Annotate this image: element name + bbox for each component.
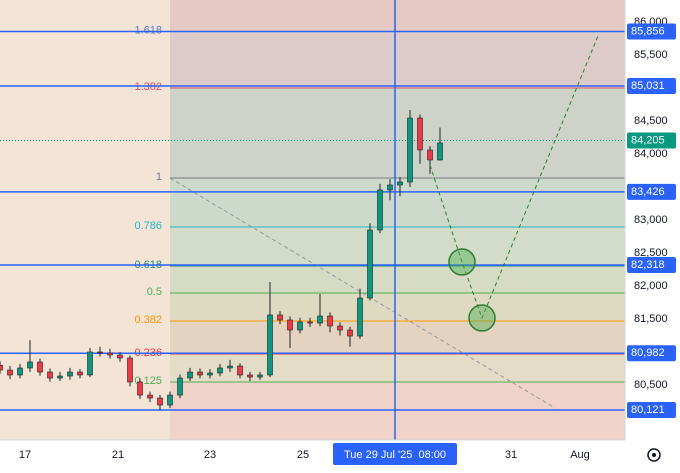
price-tag: [627, 345, 676, 362]
y-tick-label: 82,500: [634, 247, 668, 259]
trend-line: [169, 177, 556, 409]
candle-body: [367, 229, 373, 299]
crosshair-tag-label: Tue 29 Jul '25 08:00: [344, 449, 446, 461]
y-tick-label: 85,500: [634, 49, 668, 61]
candle-body: [427, 149, 433, 161]
candle-body: [407, 117, 413, 183]
candle-body: [307, 321, 313, 324]
x-tick-label: 23: [204, 449, 216, 461]
price-tag: [627, 402, 676, 419]
candle-body: [257, 374, 263, 378]
candle-body: [347, 329, 353, 337]
candle-body: [57, 375, 63, 379]
candle-body: [237, 365, 243, 376]
projection-path: [429, 35, 599, 320]
candle-body: [317, 315, 323, 324]
fib-band: [170, 31, 625, 88]
price-tag-label: 80,121: [631, 404, 665, 416]
candle-body: [377, 189, 383, 231]
candle-body: [187, 371, 193, 379]
y-tick-label: 80,500: [634, 379, 668, 391]
y-tick-label: 82,000: [634, 280, 668, 292]
fib-band: [170, 266, 625, 294]
fib-band: [170, 293, 625, 321]
y-tick-label: 81,500: [634, 313, 668, 325]
x-tick-label: 21: [112, 449, 124, 461]
price-tag: [627, 77, 676, 94]
candle-body: [417, 117, 423, 151]
x-tick-label: 25: [297, 449, 309, 461]
fib-band: [170, 226, 625, 267]
fib-band: [170, 87, 625, 179]
fib-level-label: 1.382: [134, 81, 162, 93]
y-axis-bg: [625, 0, 680, 468]
fib-level-label: 1.618: [134, 24, 162, 36]
price-tag-label: 80,982: [631, 347, 665, 359]
candle-body: [0, 364, 3, 371]
x-tick-label: 17: [19, 449, 31, 461]
candle-body: [227, 365, 233, 369]
y-tick-label: 84,500: [634, 115, 668, 127]
candle-body: [107, 352, 113, 356]
candle-body: [397, 181, 403, 186]
projection-target: [468, 304, 496, 332]
candle-body: [77, 371, 83, 376]
price-tag-label: 85,031: [631, 80, 665, 92]
fib-band: [170, 381, 625, 440]
fib-level-label: 0.5: [147, 286, 162, 298]
candle-body: [267, 314, 273, 376]
x-tick-label: 31: [505, 449, 517, 461]
settings-icon: [647, 448, 661, 462]
candle-body: [17, 367, 23, 376]
price-tag: [627, 132, 676, 149]
price-tag: [627, 257, 676, 274]
fib-band: [170, 353, 625, 382]
fib-band: [170, 0, 625, 32]
fib-level-label: 0.382: [134, 314, 162, 326]
candle-body: [207, 372, 213, 376]
candle-body: [67, 371, 73, 377]
candle-body: [7, 369, 13, 376]
candle-body: [337, 325, 343, 331]
candle-body: [117, 354, 123, 359]
settings-icon-center: [652, 453, 656, 457]
candle-body: [137, 381, 143, 396]
candle-body: [297, 321, 303, 331]
fib-band: [170, 178, 625, 227]
candle-body: [47, 371, 53, 379]
candle-body: [177, 377, 183, 396]
candle-body: [217, 367, 223, 374]
candle-body: [87, 351, 93, 376]
candle-body: [357, 297, 363, 337]
candle-body: [327, 315, 333, 327]
candle-body: [167, 394, 173, 406]
candle-body: [127, 357, 133, 383]
candle-body: [197, 371, 203, 376]
candle-body: [157, 397, 163, 406]
candle-body: [97, 351, 103, 354]
candle-body: [27, 361, 33, 369]
price-tag: [627, 183, 676, 200]
price-tag-label: 83,426: [631, 186, 665, 198]
candle-body: [37, 361, 43, 373]
fib-level-label: 0.786: [134, 220, 162, 232]
candle-body: [247, 374, 253, 378]
candle-body: [437, 142, 443, 161]
x-tick-label: Aug: [570, 449, 590, 461]
candle-body: [147, 394, 153, 399]
projection-target: [448, 248, 476, 276]
price-tag-label: 82,318: [631, 259, 665, 271]
fib-level-label: 1: [156, 171, 162, 183]
price-tag-label: 85,856: [631, 25, 665, 37]
y-tick-label: 84,000: [634, 148, 668, 160]
crosshair-tag: [333, 443, 457, 465]
candle-body: [287, 319, 293, 331]
price-tag: [627, 23, 676, 40]
y-tick-label: 83,000: [634, 214, 668, 226]
candle-body: [387, 184, 393, 191]
fib-band: [170, 320, 625, 354]
price-tag-label: 84,205: [631, 134, 665, 146]
candle-body: [277, 314, 283, 321]
